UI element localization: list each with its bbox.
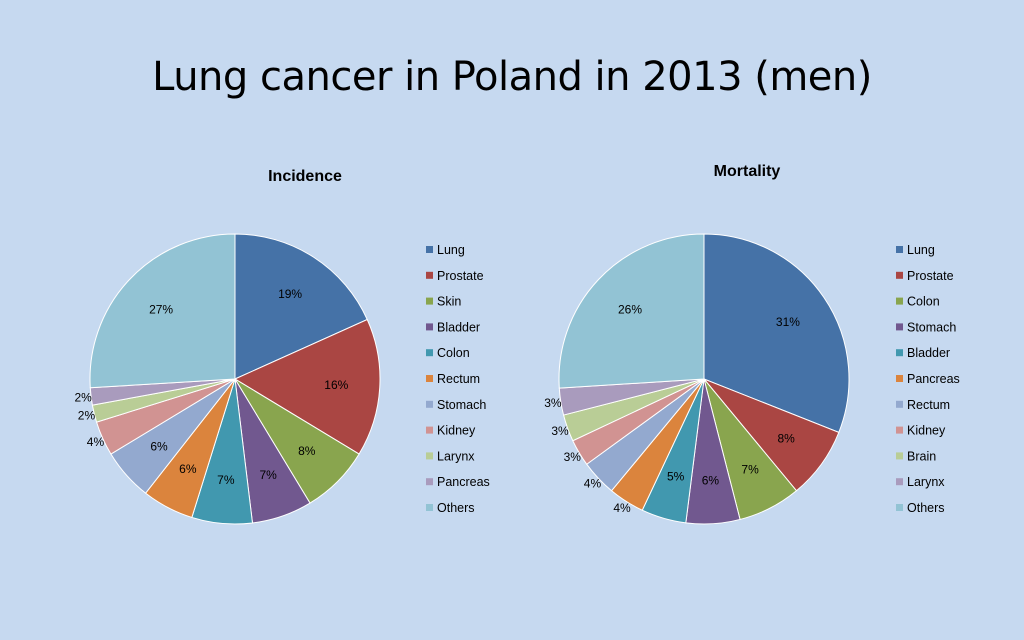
incidence-legend-label-bladder: Bladder (437, 320, 480, 334)
incidence-chart-title: Incidence (268, 168, 342, 185)
incidence-label-prostate: 16% (324, 378, 348, 392)
incidence-label-larynx: 2% (78, 409, 96, 423)
incidence-legend-label-pancreas: Pancreas (437, 475, 490, 489)
mortality-legend-swatch-brain (896, 452, 903, 460)
incidence-pie: 19% 16% 8% 7% 7% 6% 6% 4% 2% 2% 27% (74, 233, 381, 525)
incidence-label-kidney: 4% (87, 435, 105, 449)
mortality-label-larynx: 3% (544, 396, 562, 410)
mortality-label-pancreas: 4% (613, 501, 631, 515)
mortality-legend-swatch-others (896, 504, 903, 511)
mortality-label-kidney: 3% (564, 450, 582, 464)
mortality-label-lung: 31% (776, 315, 800, 329)
incidence-slice-lung (234, 233, 368, 380)
incidence-label-colon: 7% (217, 473, 235, 487)
incidence-legend-swatch-bladder (426, 323, 433, 331)
mortality-legend-swatch-prostate (896, 271, 903, 279)
incidence-legend-label-rectum: Rectum (437, 372, 480, 386)
incidence-legend-swatch-rectum (426, 375, 433, 382)
mortality-legend-label-lung: Lung (907, 243, 935, 257)
incidence-legend-swatch-skin (426, 297, 433, 305)
mortality-legend-swatch-rectum (896, 400, 903, 408)
mortality-label-bladder: 5% (667, 469, 685, 483)
mortality-legend-label-prostate: Prostate (907, 269, 954, 283)
incidence-label-rectum: 6% (179, 462, 197, 476)
mortality-label-rectum: 4% (584, 477, 602, 491)
incidence-legend-label-stomach: Stomach (437, 398, 486, 412)
page-title: Lung cancer in Poland in 2013 (men) (152, 54, 872, 100)
mortality-legend-swatch-kidney (896, 426, 903, 434)
incidence-legend-swatch-kidney (426, 426, 433, 434)
incidence-legend-swatch-pancreas (426, 478, 433, 486)
mortality-legend-label-rectum: Rectum (907, 398, 950, 412)
incidence-legend: Lung Prostate Skin Bladder Colon Rectum Stomac… (426, 243, 490, 515)
mortality-legend-label-kidney: Kidney (907, 424, 946, 438)
mortality-label-prostate: 8% (777, 432, 795, 446)
mortality-legend-label-stomach: Stomach (907, 320, 956, 334)
mortality-legend-label-larynx: Larynx (907, 475, 945, 489)
incidence-label-bladder: 7% (259, 468, 277, 482)
mortality-legend: Lung Prostate Colon Stomach Bladder Pancreas R… (896, 243, 960, 515)
incidence-slice-prostate (233, 318, 381, 455)
incidence-label-others: 27% (149, 302, 173, 316)
incidence-slice-others (89, 233, 236, 389)
mortality-legend-swatch-pancreas (896, 375, 903, 382)
mortality-pie: 31%8%7%6%5%4%4%3%3%3%26% (544, 233, 850, 525)
incidence-legend-label-others: Others (437, 501, 475, 515)
mortality-legend-label-pancreas: Pancreas (907, 372, 960, 386)
mortality-legend-swatch-lung (896, 246, 903, 253)
mortality-slice-others (558, 233, 705, 389)
mortality-legend-label-bladder: Bladder (907, 346, 950, 360)
incidence-label-lung: 19% (278, 287, 302, 301)
mortality-legend-label-brain: Brain (907, 449, 936, 463)
mortality-legend-label-colon: Colon (907, 295, 940, 309)
mortality-legend-swatch-stomach (896, 323, 903, 331)
mortality-label-colon: 7% (741, 462, 759, 476)
incidence-legend-swatch-colon (426, 349, 433, 357)
incidence-legend-label-prostate: Prostate (437, 269, 484, 283)
incidence-label-stomach: 6% (150, 439, 168, 453)
incidence-legend-swatch-lung (426, 246, 433, 253)
incidence-label-skin: 8% (298, 444, 316, 458)
incidence-legend-label-colon: Colon (437, 346, 470, 360)
incidence-legend-swatch-stomach (426, 400, 433, 408)
mortality-legend-swatch-larynx (896, 478, 903, 486)
incidence-legend-swatch-larynx (426, 452, 433, 460)
mortality-label-others: 26% (618, 303, 642, 317)
mortality-chart-title: Mortality (713, 163, 781, 180)
incidence-legend-label-lung: Lung (437, 243, 465, 257)
incidence-legend-label-skin: Skin (437, 295, 461, 309)
incidence-legend-label-kidney: Kidney (437, 424, 476, 438)
mortality-legend-swatch-bladder (896, 349, 903, 357)
incidence-legend-label-larynx: Larynx (437, 449, 475, 463)
mortality-label-stomach: 6% (702, 473, 720, 487)
mortality-legend-swatch-colon (896, 297, 903, 305)
incidence-label-pancreas: 2% (74, 390, 92, 404)
mortality-label-brain: 3% (551, 424, 569, 438)
mortality-legend-label-others: Others (907, 501, 945, 515)
incidence-legend-swatch-prostate (426, 271, 433, 279)
incidence-legend-swatch-others (426, 504, 433, 511)
mortality-slice-lung (703, 233, 850, 434)
